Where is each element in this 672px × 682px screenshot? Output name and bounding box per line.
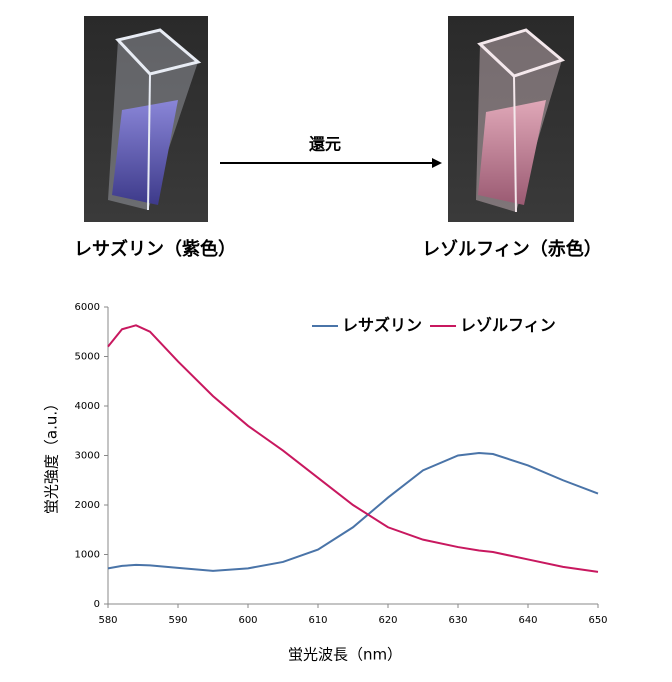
y-tick-label: 6000 — [75, 302, 100, 313]
caption: レゾルフィン（赤色） — [422, 238, 602, 260]
x-axis-label: 蛍光波長（nm） — [288, 646, 402, 664]
x-tick-label: 640 — [518, 615, 537, 626]
x-tick-label: 620 — [378, 615, 397, 626]
x-tick-label: 650 — [588, 615, 607, 626]
legend-label: レサズリン — [342, 316, 422, 335]
x-tick-label: 610 — [308, 615, 327, 626]
legend-label: レゾルフィン — [460, 316, 556, 335]
y-tick-label: 0 — [94, 599, 100, 610]
y-tick-label: 3000 — [75, 451, 100, 462]
photo-resazurin — [84, 16, 208, 222]
series-line — [107, 324, 599, 573]
caption: レサズリン（紫色） — [74, 238, 236, 260]
y-tick-label: 4000 — [75, 401, 100, 412]
y-tick-label: 2000 — [75, 500, 100, 511]
series-line — [107, 452, 599, 572]
arrow-head — [432, 158, 442, 168]
y-axis-label: 蛍光強度（a.u.） — [43, 396, 61, 514]
x-tick-label: 630 — [448, 615, 467, 626]
x-tick-label: 590 — [168, 615, 187, 626]
y-tick-label: 5000 — [75, 352, 100, 363]
photo-resorufin — [448, 16, 574, 222]
reaction-label: 還元 — [309, 135, 341, 154]
x-tick-label: 580 — [98, 615, 117, 626]
y-tick-label: 1000 — [75, 550, 100, 561]
x-tick-label: 600 — [238, 615, 257, 626]
